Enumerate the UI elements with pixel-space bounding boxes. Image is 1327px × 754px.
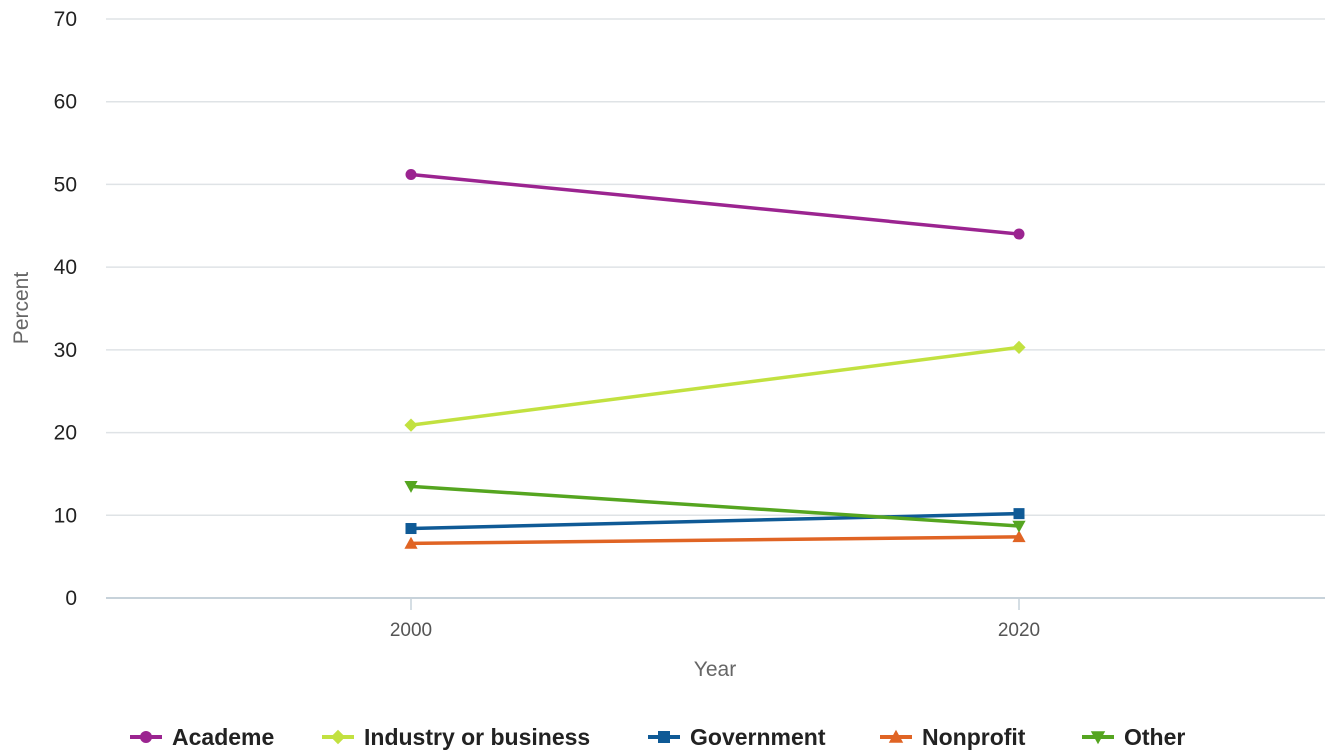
y-axis-ticks: 0 10 20 30 40 50 60 70 bbox=[54, 8, 77, 610]
data-point bbox=[404, 481, 418, 493]
data-point bbox=[404, 418, 418, 432]
series-line bbox=[410, 511, 1020, 531]
y-tick-label: 20 bbox=[54, 422, 77, 445]
legend-item: Industry or business bbox=[322, 724, 590, 750]
legend-item: Government bbox=[648, 724, 826, 750]
legend-marker bbox=[330, 729, 346, 745]
series-line bbox=[410, 535, 1020, 546]
legend-marker bbox=[1090, 731, 1106, 745]
data-point bbox=[1012, 340, 1026, 354]
y-tick-label: 10 bbox=[54, 504, 77, 527]
series-academe bbox=[405, 169, 1025, 240]
series-line bbox=[410, 172, 1020, 236]
legend-item: Academe bbox=[130, 724, 274, 750]
legend-marker bbox=[888, 729, 904, 743]
legend-label: Other bbox=[1124, 724, 1185, 750]
data-point bbox=[404, 536, 418, 549]
y-tick-label: 50 bbox=[54, 173, 77, 196]
legend-label: Nonprofit bbox=[922, 724, 1026, 750]
data-point bbox=[1013, 508, 1025, 520]
data-point bbox=[1012, 520, 1026, 533]
series-line bbox=[410, 345, 1020, 427]
legend-label: Industry or business bbox=[364, 724, 590, 750]
x-tick-label: 2020 bbox=[998, 620, 1040, 641]
series-government bbox=[405, 508, 1025, 535]
y-tick-label: 40 bbox=[54, 256, 77, 279]
legend-marker bbox=[140, 731, 152, 743]
y-axis-title: Percent bbox=[10, 272, 33, 345]
series-industry-or-business bbox=[404, 340, 1026, 432]
x-axis: 2000 2020 bbox=[106, 597, 1325, 641]
y-tick-label: 60 bbox=[54, 91, 77, 114]
series-other bbox=[404, 481, 1026, 533]
legend: Academe Industry or business Government Non… bbox=[130, 724, 1185, 750]
legend-label: Government bbox=[690, 724, 826, 750]
x-axis-title: Year bbox=[694, 658, 736, 681]
series-line bbox=[410, 484, 1020, 528]
data-point bbox=[1012, 530, 1026, 543]
gridlines bbox=[106, 18, 1325, 517]
data-point bbox=[405, 523, 417, 535]
legend-item: Other bbox=[1082, 724, 1185, 750]
x-tick-label: 2000 bbox=[390, 620, 432, 641]
data-point bbox=[405, 169, 417, 181]
legend-marker bbox=[658, 731, 670, 743]
y-tick-label: 70 bbox=[54, 8, 77, 31]
data-point bbox=[1013, 228, 1025, 240]
y-tick-label: 30 bbox=[54, 339, 77, 362]
series-lines bbox=[404, 169, 1026, 549]
legend-label: Academe bbox=[172, 724, 274, 750]
legend-item: Nonprofit bbox=[880, 724, 1026, 750]
series-nonprofit bbox=[404, 530, 1026, 549]
y-tick-label: 0 bbox=[65, 587, 77, 610]
